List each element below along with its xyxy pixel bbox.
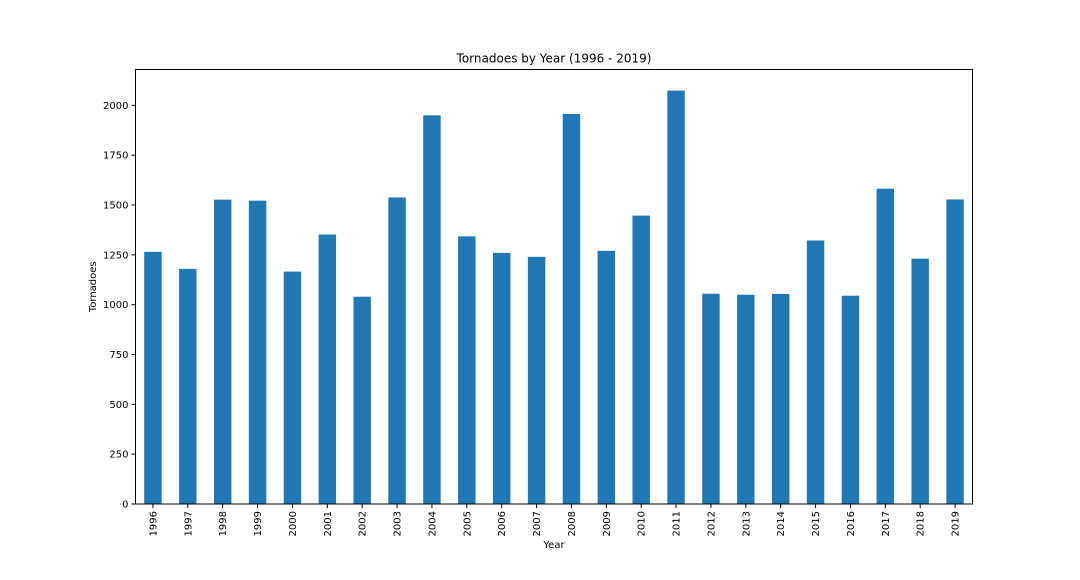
y-tick-label: 2000 — [103, 101, 128, 112]
bar-2008 — [562, 113, 581, 504]
bar-2004 — [423, 115, 441, 505]
x-tick-label: 2001 — [323, 511, 334, 536]
x-axis-ticks: 1996 1997 1998 1999 2000 2001 2002 2003 2004 2005… — [148, 504, 962, 536]
x-tick-label: 2015 — [811, 511, 822, 536]
bar-2009 — [597, 250, 616, 504]
x-tick-label: 2012 — [706, 511, 717, 536]
y-tick-label: 1250 — [103, 250, 128, 261]
x-tick-label: 1997 — [183, 511, 194, 536]
y-tick-label: 250 — [109, 450, 128, 461]
x-tick-label: 2007 — [532, 511, 543, 536]
bar-1999 — [248, 200, 267, 504]
plot-frame — [135, 69, 973, 505]
bar-2018 — [911, 258, 929, 504]
bar-2007 — [527, 256, 546, 504]
bar-1997 — [179, 268, 197, 504]
bar-2010 — [632, 215, 650, 504]
x-tick-label: 2018 — [916, 511, 927, 536]
bar-1998 — [213, 199, 232, 504]
bar-2017 — [876, 188, 895, 504]
x-tick-label: 2016 — [846, 511, 857, 536]
x-tick-label: 2004 — [427, 511, 438, 536]
bar-2013 — [737, 294, 755, 504]
bar-2003 — [388, 197, 406, 504]
bar-2015 — [806, 240, 825, 504]
y-tick-label: 1000 — [103, 300, 128, 311]
x-tick-label: 2010 — [637, 511, 648, 536]
y-axis-ticks: 0 250 500 750 1000 1250 1500 1750 2000 — [103, 101, 136, 511]
chart-title: Tornadoes by Year (1996 - 2019) — [456, 52, 652, 66]
bar-2019 — [946, 199, 964, 505]
bar-2016 — [841, 295, 860, 504]
x-tick-label: 2005 — [462, 511, 473, 536]
x-tick-label: 2000 — [288, 511, 299, 536]
x-tick-label: 2017 — [881, 511, 892, 536]
x-tick-label: 2011 — [672, 511, 683, 536]
x-tick-label: 2002 — [358, 511, 369, 536]
y-axis-label: Tornadoes — [88, 261, 99, 313]
x-tick-label: 2013 — [741, 511, 752, 536]
x-tick-label: 1996 — [148, 511, 159, 536]
bar-1996 — [144, 251, 162, 504]
bar-2012 — [702, 293, 720, 504]
y-tick-label: 500 — [109, 400, 128, 411]
x-tick-label: 2014 — [776, 511, 787, 536]
x-axis-label: Year — [542, 540, 565, 551]
x-tick-label: 2008 — [567, 511, 578, 536]
y-tick-label: 0 — [122, 500, 128, 511]
x-tick-label: 2006 — [497, 511, 508, 536]
bar-2011 — [667, 90, 685, 504]
bar-2000 — [283, 271, 302, 504]
x-tick-label: 2009 — [602, 511, 613, 536]
bar-2005 — [458, 236, 476, 504]
x-tick-label: 1998 — [218, 511, 229, 536]
bar-2002 — [353, 296, 371, 504]
x-tick-label: 2019 — [951, 511, 962, 536]
y-tick-label: 1500 — [103, 201, 128, 212]
bars-layer — [144, 90, 964, 505]
y-tick-label: 1750 — [103, 151, 128, 162]
bar-2001 — [318, 234, 337, 504]
bar-2006 — [492, 252, 511, 504]
y-tick-label: 750 — [109, 350, 128, 361]
bar-2014 — [771, 293, 790, 504]
x-tick-label: 2003 — [393, 511, 404, 536]
x-tick-label: 1999 — [253, 511, 264, 536]
